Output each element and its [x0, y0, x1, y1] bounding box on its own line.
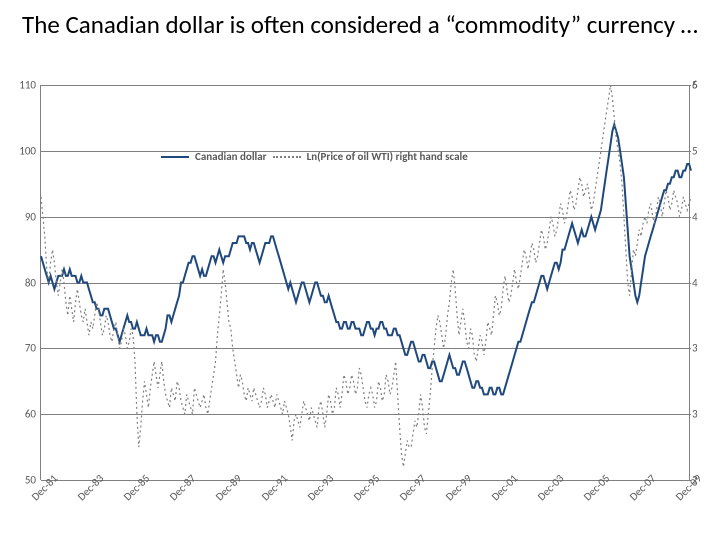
y-right-label: 5: [692, 144, 704, 157]
y-left-label: 70: [12, 342, 36, 355]
line-oil: [41, 85, 691, 467]
chart-title: The Canadian dollar is often considered …: [0, 10, 720, 40]
y-left-label: 80: [12, 276, 36, 289]
plot-area: Canadian dollar Ln(Price of oil WTI) rig…: [40, 85, 690, 480]
y-right-label: 4: [692, 276, 704, 289]
slide-container: The Canadian dollar is often considered …: [0, 0, 720, 540]
line-cad: [41, 125, 691, 395]
chart-lines: [41, 85, 691, 480]
y-left-label: 60: [12, 408, 36, 421]
y-left-label: 110: [12, 79, 36, 92]
legend-swatch-cad: [161, 156, 189, 158]
y-right-label: 3: [692, 408, 704, 421]
y-right-label: 3: [692, 342, 704, 355]
legend: Canadian dollar Ln(Price of oil WTI) rig…: [161, 150, 468, 163]
y-left-label: 50: [12, 474, 36, 487]
y-left-label: 100: [12, 144, 36, 157]
legend-label-cad: Canadian dollar: [195, 150, 267, 163]
y-right-label: 4: [692, 210, 704, 223]
legend-label-oil: Ln(Price of oil WTI) right hand scale: [307, 150, 468, 163]
y-left-label: 90: [12, 210, 36, 223]
legend-swatch-oil: [273, 156, 301, 158]
y-right-label: 6: [692, 79, 704, 92]
chart-area: Canadian dollar Ln(Price of oil WTI) rig…: [40, 85, 690, 480]
